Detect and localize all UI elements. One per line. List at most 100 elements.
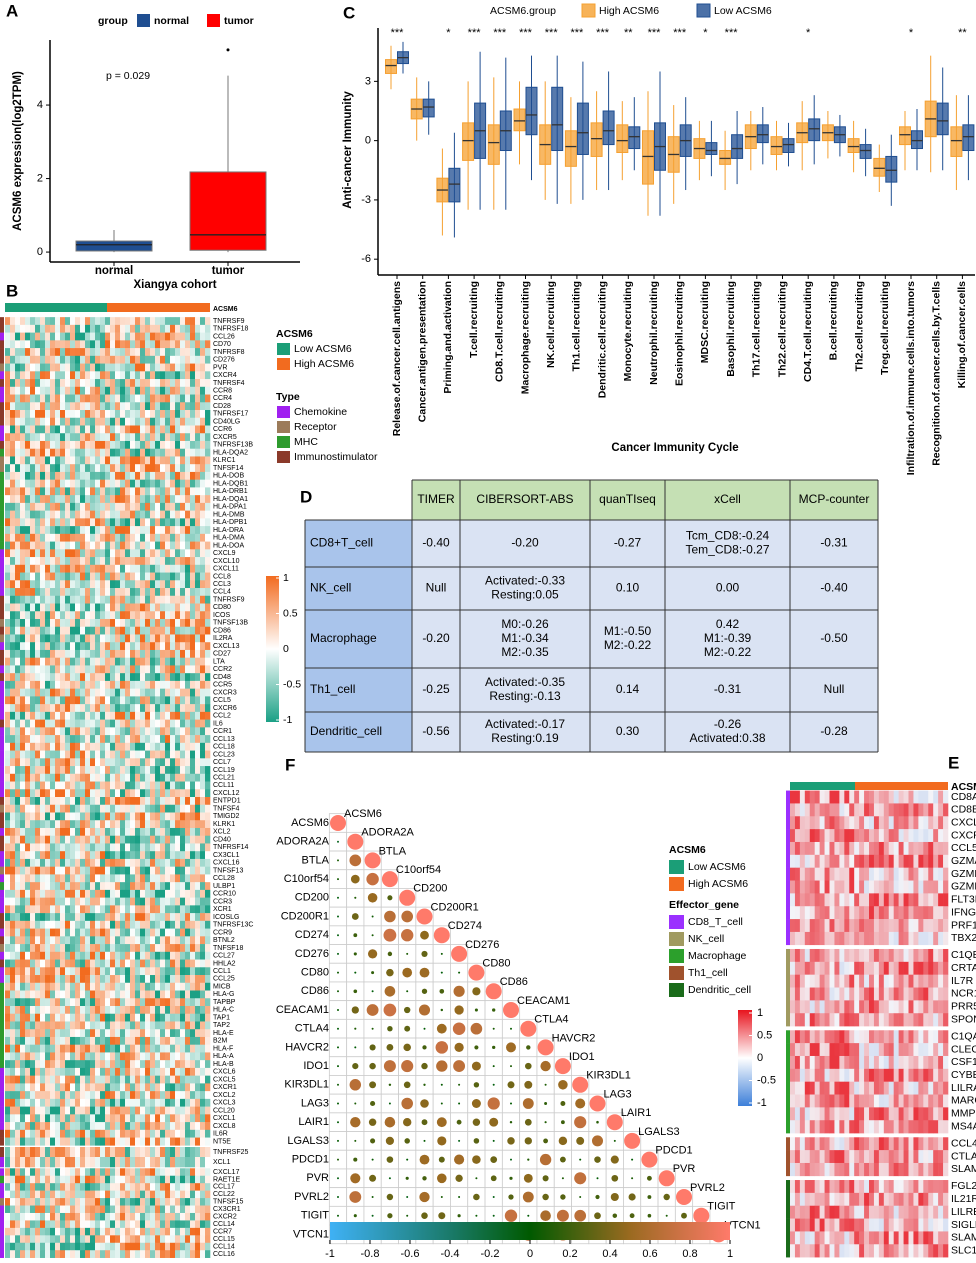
y-tick-label: 3 xyxy=(365,75,371,87)
heat-cell xyxy=(170,944,176,953)
heat-cell xyxy=(65,789,71,798)
type-bar xyxy=(0,1242,4,1251)
heat-cell xyxy=(25,812,31,821)
heat-cell xyxy=(140,1098,146,1107)
heat-cell xyxy=(5,317,11,326)
heat-cell xyxy=(120,440,126,450)
heat-cell xyxy=(70,448,76,457)
heat-cell xyxy=(135,417,141,426)
heat-cell xyxy=(80,502,86,511)
heat-cell xyxy=(145,464,151,473)
heat-cell xyxy=(115,1157,121,1168)
heat-cell xyxy=(185,766,191,775)
heat-cell xyxy=(105,448,111,457)
heat-cell xyxy=(15,1029,21,1038)
heat-cell xyxy=(125,959,131,968)
heat-cell xyxy=(100,626,106,635)
heat-cell xyxy=(195,742,201,751)
heat-cell xyxy=(50,1091,56,1100)
heat-cell xyxy=(5,766,11,775)
heat-cell xyxy=(120,618,126,628)
heat-cell xyxy=(165,642,171,651)
heat-cell xyxy=(135,835,141,844)
heat-cell xyxy=(85,812,91,821)
heat-cell xyxy=(140,1157,146,1168)
heat-cell xyxy=(35,913,41,922)
heat-cell xyxy=(140,495,146,504)
heat-cell xyxy=(50,696,56,705)
heat-cell xyxy=(80,920,86,929)
heat-cell xyxy=(50,402,56,411)
type-bar xyxy=(0,363,4,372)
heat-cell xyxy=(195,797,201,806)
heat-cell xyxy=(180,804,186,813)
heat-cell xyxy=(195,789,201,798)
heat-cell xyxy=(80,1122,86,1131)
heat-cell xyxy=(70,928,76,937)
heat-cell xyxy=(40,711,46,720)
heat-cell xyxy=(55,595,61,604)
heat-cell xyxy=(5,680,11,689)
heat-cell xyxy=(145,781,151,790)
heat-cell xyxy=(15,750,21,759)
heat-cell xyxy=(35,1106,41,1115)
heat-cell xyxy=(45,464,51,473)
heat-cell xyxy=(160,1129,166,1138)
heat-cell xyxy=(200,410,206,419)
row-label: TNFRSF9 xyxy=(213,318,245,325)
heat-cell xyxy=(65,1122,71,1131)
heat-cell xyxy=(155,820,161,829)
heat-cell xyxy=(165,402,171,411)
heat-cell xyxy=(70,967,76,976)
heat-cell xyxy=(75,804,81,813)
heat-cell xyxy=(30,889,36,898)
heat-cell xyxy=(145,913,151,922)
heat-cell xyxy=(165,750,171,759)
heat-cell xyxy=(100,804,106,813)
heat-cell xyxy=(145,688,151,697)
heat-cell xyxy=(120,448,126,457)
heat-cell xyxy=(195,858,201,867)
heat-cell xyxy=(165,1052,171,1061)
heat-cell xyxy=(85,820,91,829)
heat-cell xyxy=(45,433,51,442)
heat-cell xyxy=(105,317,111,326)
heat-cell xyxy=(185,340,191,349)
heat-cell xyxy=(180,1060,186,1069)
heat-cell xyxy=(135,975,141,984)
heat-cell xyxy=(90,495,96,504)
heat-cell xyxy=(195,758,201,767)
heat-cell xyxy=(100,835,106,844)
heat-cell xyxy=(5,526,11,535)
heat-cell xyxy=(100,1036,106,1045)
heat-cell xyxy=(195,379,201,388)
heat-cell xyxy=(115,742,121,751)
heat-cell xyxy=(25,626,31,635)
heat-cell xyxy=(85,1005,91,1015)
type-bar xyxy=(0,1205,4,1214)
heat-cell xyxy=(95,1114,101,1123)
row-label: TNFSF13 xyxy=(213,867,243,874)
heat-cell xyxy=(190,417,196,426)
heat-cell xyxy=(140,611,146,620)
row-label: CCL3 xyxy=(213,581,231,588)
heat-cell xyxy=(120,479,126,488)
heat-cell xyxy=(105,495,111,504)
heat-cell xyxy=(180,851,186,860)
heat-cell xyxy=(115,502,121,511)
heat-cell xyxy=(15,479,21,488)
heat-cell xyxy=(155,603,161,612)
heat-cell xyxy=(195,990,201,999)
box xyxy=(525,86,538,136)
heat-cell xyxy=(25,866,31,875)
heat-cell xyxy=(155,719,161,728)
heat-cell xyxy=(160,588,166,597)
heat-cell xyxy=(205,386,211,395)
heat-cell xyxy=(5,1060,11,1069)
heat-cell xyxy=(205,858,211,867)
row-label: CD80 xyxy=(213,604,231,611)
heat-cell xyxy=(60,479,66,488)
heat-cell xyxy=(160,1122,166,1131)
heat-cell xyxy=(110,394,116,403)
heat-cell xyxy=(175,526,181,535)
